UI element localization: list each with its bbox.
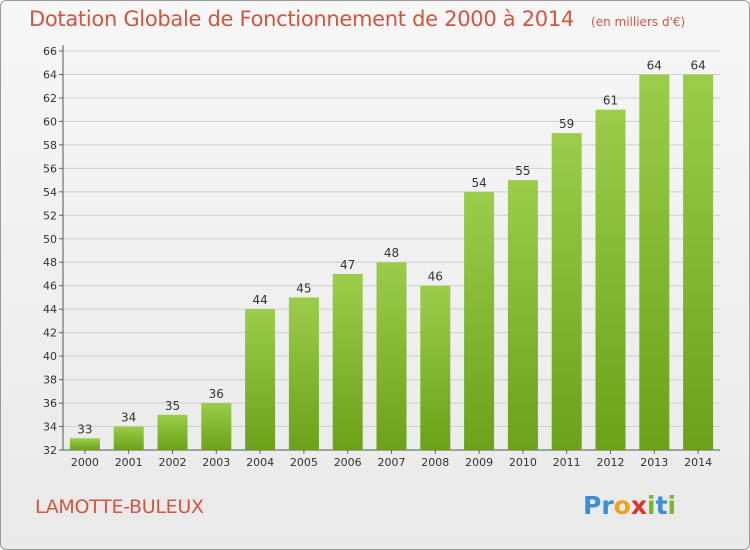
data-label-2001: 34	[121, 411, 136, 425]
title-row: Dotation Globale de Fonctionnement de 20…	[29, 7, 685, 31]
x-tick-label: 2012	[597, 456, 625, 469]
logo-letter: i	[647, 491, 656, 520]
x-tick-label: 2006	[334, 456, 362, 469]
x-tick-label: 2013	[640, 456, 668, 469]
data-labels: 33 34 35 36 44 45 47 48 46 54 55 59 61 64 64	[77, 58, 705, 436]
bar-2005	[288, 297, 319, 450]
data-label-2006: 47	[340, 258, 355, 272]
y-tick-label: 62	[43, 92, 57, 105]
bars	[69, 74, 714, 451]
logo-letter: x	[630, 491, 647, 520]
logo-letter: o	[613, 491, 631, 520]
data-label-2000: 33	[77, 422, 92, 436]
proxiti-logo: Proxiti	[583, 491, 676, 520]
bar-2011	[551, 133, 582, 450]
data-label-2010: 55	[515, 164, 530, 178]
y-tick-label: 66	[43, 45, 57, 58]
x-tick-label: 2004	[246, 456, 274, 469]
bar-2014	[683, 74, 714, 451]
bar-2012	[595, 109, 626, 451]
data-label-2013: 64	[647, 58, 662, 72]
data-label-2007: 48	[384, 246, 399, 260]
logo-letter: P	[583, 491, 602, 520]
x-tick-label: 2003	[202, 456, 230, 469]
data-label-2009: 54	[471, 176, 486, 190]
logo-letter: i	[667, 491, 677, 520]
y-tick-label: 40	[43, 350, 57, 363]
data-label-2002: 35	[165, 399, 180, 413]
y-tick-label: 44	[43, 303, 57, 316]
data-label-2008: 46	[428, 270, 443, 284]
data-label-2012: 61	[603, 94, 618, 108]
data-label-2011: 59	[559, 117, 574, 131]
y-tick-label: 54	[43, 186, 57, 199]
chart-subtitle: (en milliers d'€)	[591, 15, 686, 29]
x-tick-label: 2007	[378, 456, 406, 469]
y-tick-label: 60	[43, 115, 57, 128]
x-tick-label: 2002	[159, 456, 187, 469]
bar-2004	[245, 309, 276, 450]
y-tick-label: 36	[43, 397, 57, 410]
bar-2001	[113, 426, 144, 450]
y-tick-label: 42	[43, 327, 57, 340]
data-label-2004: 44	[252, 293, 267, 307]
logo-letter: t	[655, 491, 668, 520]
y-tick-label: 34	[43, 421, 57, 434]
data-label-2003: 36	[209, 387, 224, 401]
x-tick-label: 2014	[684, 456, 712, 469]
x-tick-label: 2001	[115, 456, 143, 469]
bar-2007	[376, 262, 407, 450]
y-tick-label: 48	[43, 256, 57, 269]
data-label-2014: 64	[690, 58, 705, 72]
bar-2006	[332, 273, 363, 450]
x-tick-label: 2005	[290, 456, 318, 469]
x-tick-label: 2010	[509, 456, 537, 469]
bar-2013	[639, 74, 670, 451]
bar-2002	[157, 414, 188, 450]
bar-2010	[507, 180, 538, 450]
bar-2000	[69, 438, 100, 450]
bar-2008	[420, 285, 451, 450]
y-tick-label: 56	[43, 162, 57, 175]
x-tick-label: 2008	[421, 456, 449, 469]
y-tick-label: 50	[43, 233, 57, 246]
commune-name: LAMOTTE-BULEUX	[35, 496, 204, 518]
y-tick-label: 38	[43, 374, 57, 387]
x-tick-label: 2009	[465, 456, 493, 469]
bar-2009	[464, 191, 495, 450]
y-tick-label: 52	[43, 209, 57, 222]
bar-2003	[201, 403, 232, 450]
y-tick-label: 58	[43, 139, 57, 152]
x-tick-label: 2000	[71, 456, 99, 469]
logo-letter: r	[601, 491, 614, 520]
x-tick-label: 2011	[553, 456, 581, 469]
y-tick-label: 46	[43, 280, 57, 293]
y-tick-label: 64	[43, 68, 57, 81]
data-label-2005: 45	[296, 281, 311, 295]
chart-title: Dotation Globale de Fonctionnement de 20…	[29, 7, 574, 31]
y-tick-label: 32	[43, 444, 57, 457]
